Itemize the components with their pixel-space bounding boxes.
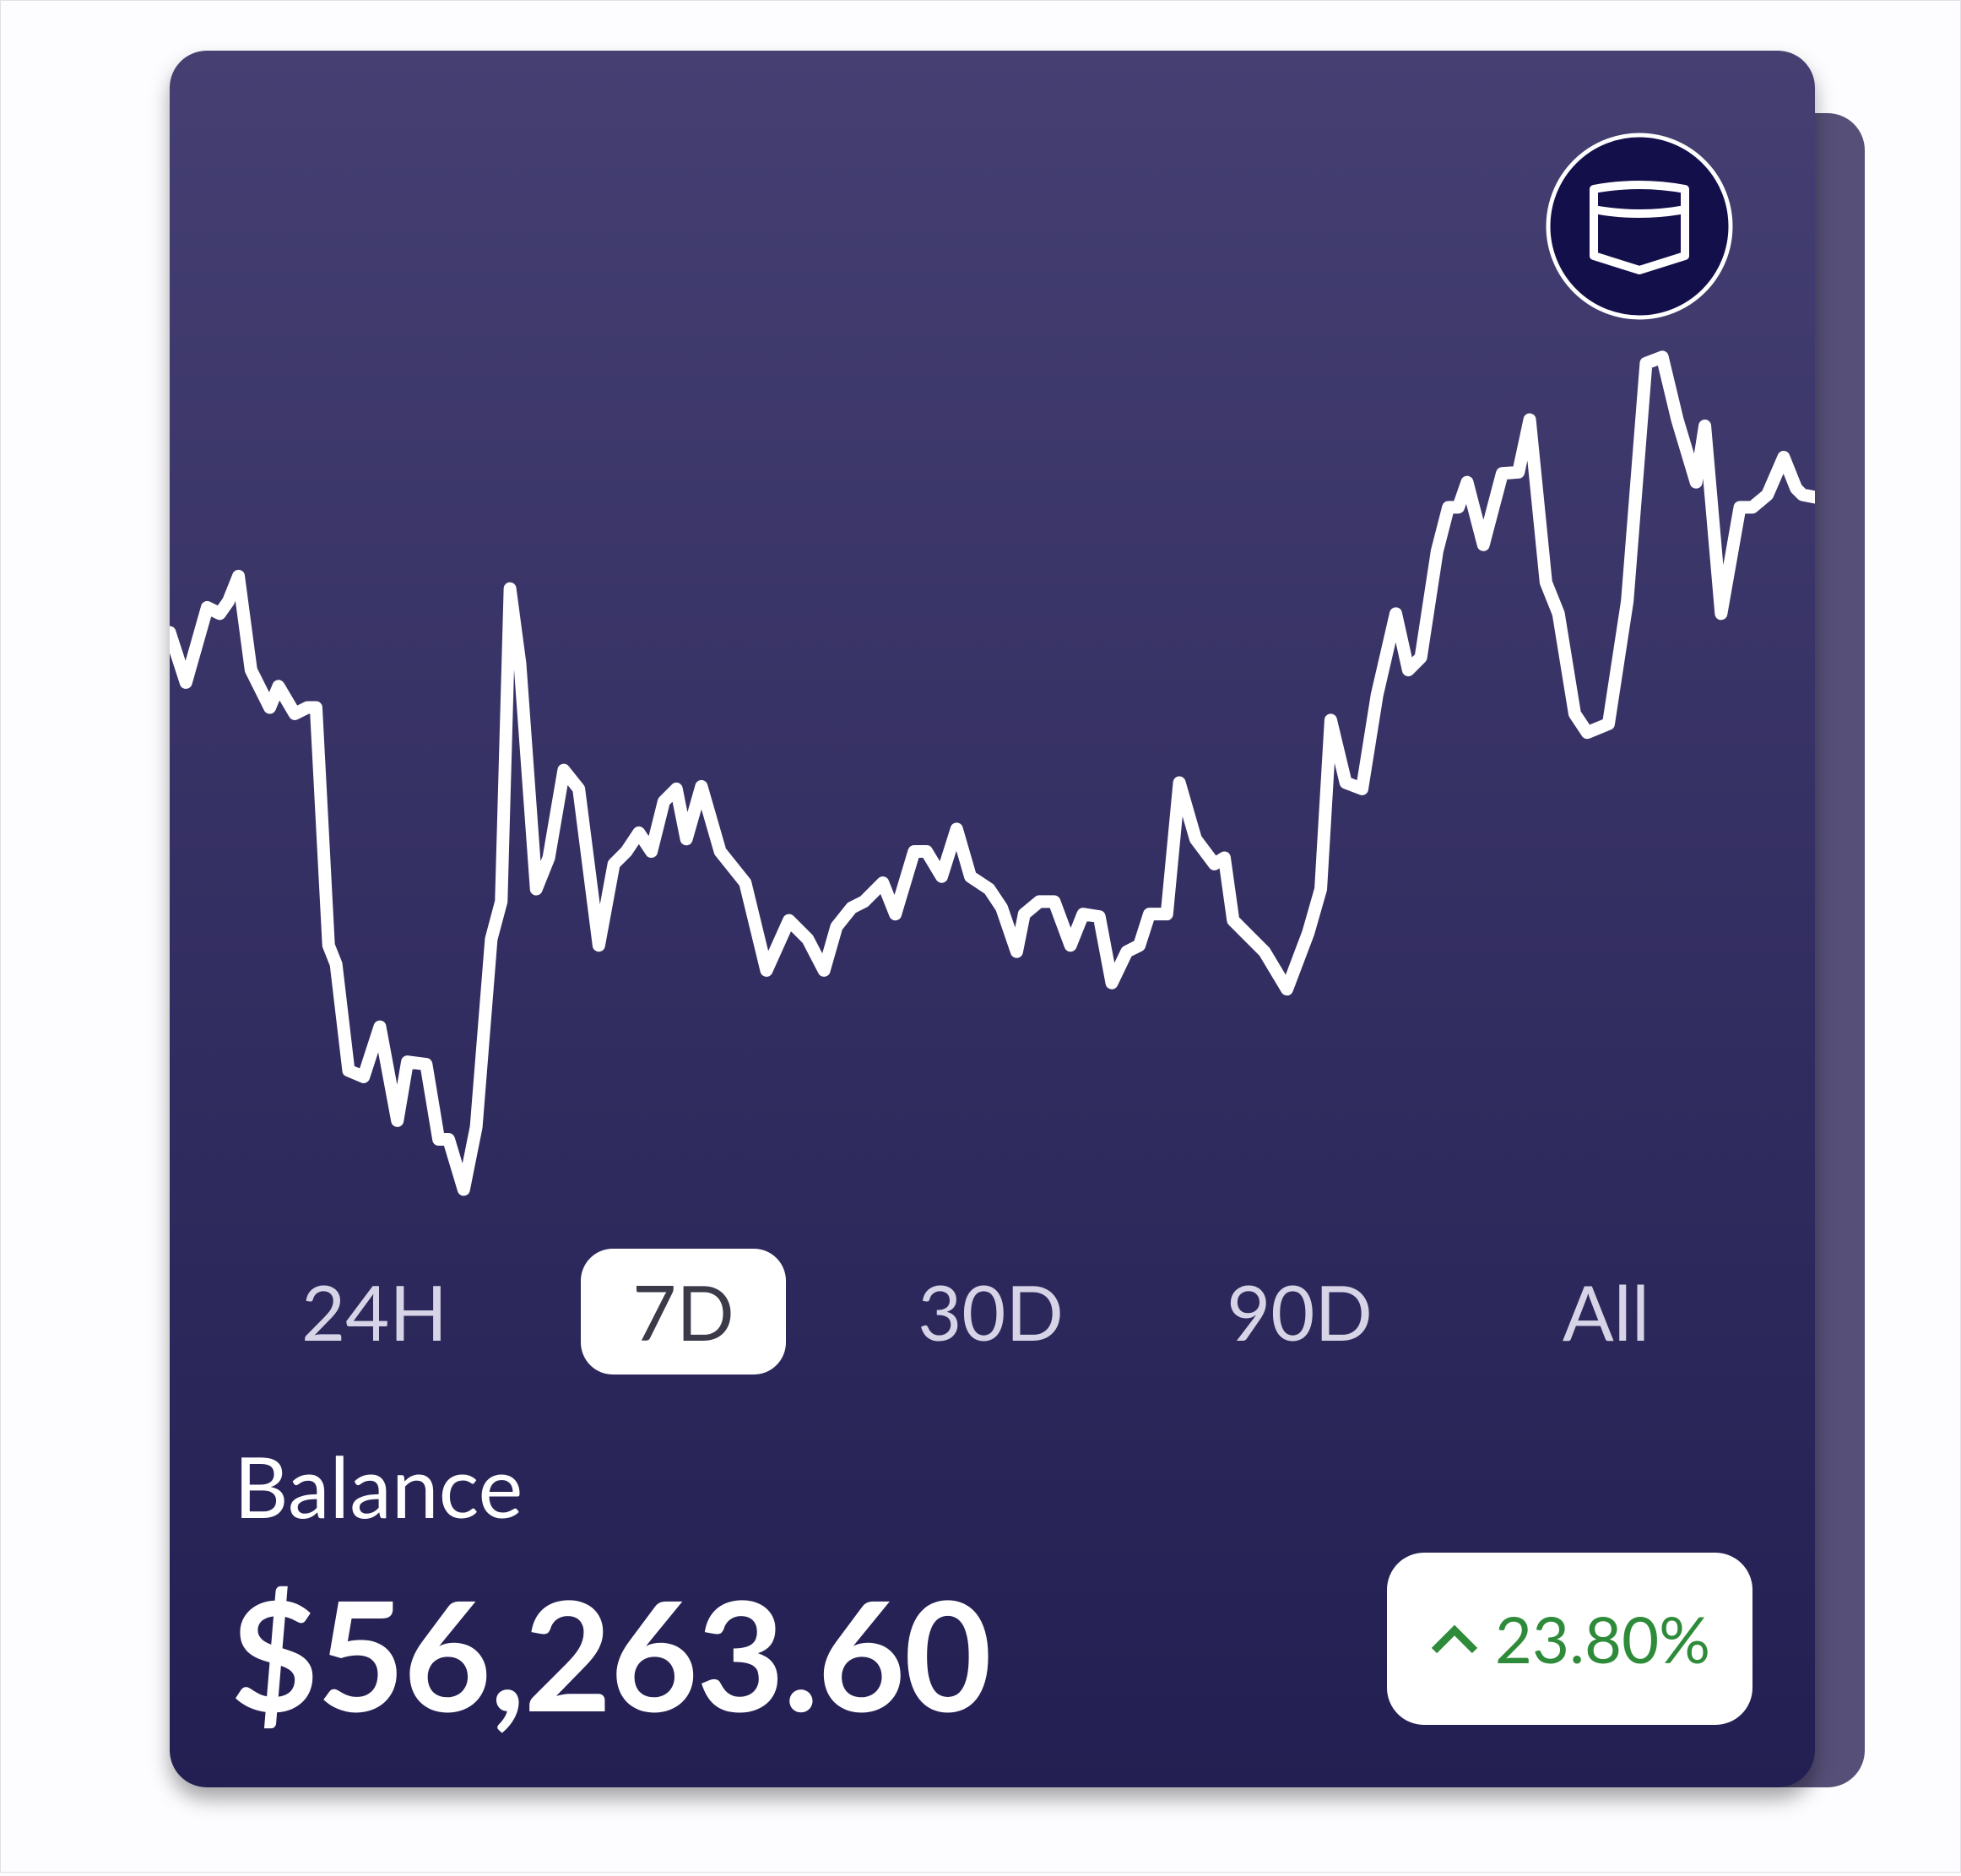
- range-tab[interactable]: All: [1562, 1266, 1650, 1358]
- change-label: 23.80%: [1494, 1600, 1711, 1678]
- balance-line: [170, 350, 1815, 1196]
- range-tab[interactable]: 24H: [301, 1266, 448, 1358]
- range-tab[interactable]: 7D: [581, 1249, 786, 1374]
- change-badge: 23.80%: [1387, 1553, 1752, 1725]
- balance-card: 24H 7D 30D 90D All Balance $56,263.60 23.80%: [170, 51, 1815, 1787]
- range-tab[interactable]: 30D: [918, 1266, 1064, 1358]
- range-tab[interactable]: 90D: [1227, 1266, 1373, 1358]
- wallet-icon[interactable]: [1546, 133, 1733, 320]
- balance-amount: $56,263.60: [230, 1562, 992, 1744]
- up-chevron: [1431, 1624, 1478, 1654]
- balance-label: Balance: [234, 1435, 523, 1537]
- chart: [170, 133, 1815, 1196]
